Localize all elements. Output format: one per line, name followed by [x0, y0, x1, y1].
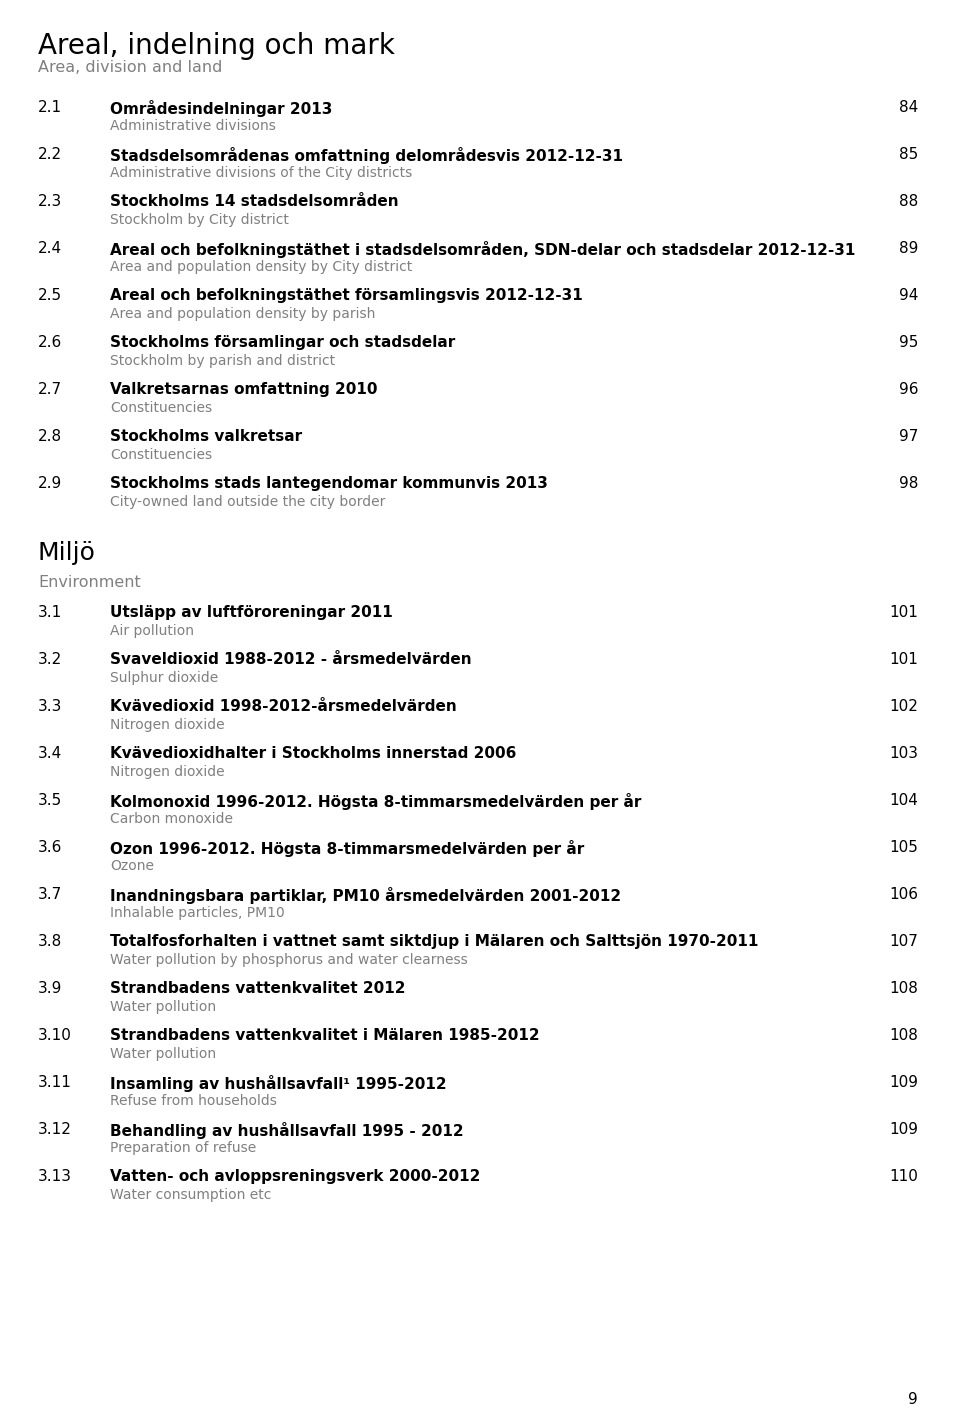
Text: Refuse from households: Refuse from households — [110, 1094, 276, 1108]
Text: Strandbadens vattenkvalitet i Mälaren 1985-2012: Strandbadens vattenkvalitet i Mälaren 19… — [110, 1029, 540, 1043]
Text: Environment: Environment — [38, 574, 141, 590]
Text: Insamling av hushållsavfall¹ 1995-2012: Insamling av hushållsavfall¹ 1995-2012 — [110, 1075, 446, 1092]
Text: City-owned land outside the city border: City-owned land outside the city border — [110, 495, 385, 509]
Text: 2.3: 2.3 — [38, 194, 62, 209]
Text: Svaveldioxid 1988-2012 - årsmedelvärden: Svaveldioxid 1988-2012 - årsmedelvärden — [110, 652, 471, 666]
Text: 3.4: 3.4 — [38, 746, 62, 761]
Text: 109: 109 — [889, 1122, 918, 1138]
Text: 108: 108 — [889, 1029, 918, 1043]
Text: 98: 98 — [899, 475, 918, 491]
Text: Administrative divisions of the City districts: Administrative divisions of the City dis… — [110, 166, 412, 180]
Text: Sulphur dioxide: Sulphur dioxide — [110, 671, 218, 685]
Text: 3.2: 3.2 — [38, 652, 62, 666]
Text: Water consumption etc: Water consumption etc — [110, 1189, 272, 1201]
Text: 3.9: 3.9 — [38, 981, 62, 996]
Text: Inhalable particles, PM10: Inhalable particles, PM10 — [110, 906, 285, 920]
Text: 101: 101 — [889, 606, 918, 620]
Text: 101: 101 — [889, 652, 918, 666]
Text: Stockholm by City district: Stockholm by City district — [110, 214, 289, 226]
Text: Stockholms 14 stadsdelsområden: Stockholms 14 stadsdelsområden — [110, 194, 398, 209]
Text: Inandningsbara partiklar, PM10 årsmedelvärden 2001-2012: Inandningsbara partiklar, PM10 årsmedelv… — [110, 887, 621, 904]
Text: 3.8: 3.8 — [38, 934, 62, 949]
Text: 3.3: 3.3 — [38, 699, 62, 715]
Text: Constituencies: Constituencies — [110, 449, 212, 463]
Text: 102: 102 — [889, 699, 918, 715]
Text: Nitrogen dioxide: Nitrogen dioxide — [110, 766, 225, 780]
Text: 3.12: 3.12 — [38, 1122, 72, 1138]
Text: 108: 108 — [889, 981, 918, 996]
Text: 2.6: 2.6 — [38, 335, 62, 350]
Text: Areal, indelning och mark: Areal, indelning och mark — [38, 33, 395, 59]
Text: 97: 97 — [899, 429, 918, 444]
Text: Stockholms valkretsar: Stockholms valkretsar — [110, 429, 302, 444]
Text: 106: 106 — [889, 887, 918, 901]
Text: 94: 94 — [899, 289, 918, 303]
Text: 105: 105 — [889, 841, 918, 855]
Text: Ozone: Ozone — [110, 859, 154, 873]
Text: Behandling av hushållsavfall 1995 - 2012: Behandling av hushållsavfall 1995 - 2012 — [110, 1122, 464, 1139]
Text: Stockholms församlingar och stadsdelar: Stockholms församlingar och stadsdelar — [110, 335, 455, 350]
Text: Area and population density by City district: Area and population density by City dist… — [110, 260, 412, 275]
Text: 96: 96 — [899, 382, 918, 398]
Text: 109: 109 — [889, 1075, 918, 1090]
Text: 104: 104 — [889, 792, 918, 808]
Text: 89: 89 — [899, 241, 918, 256]
Text: 107: 107 — [889, 934, 918, 949]
Text: Administrative divisions: Administrative divisions — [110, 119, 276, 133]
Text: 9: 9 — [908, 1392, 918, 1407]
Text: Kvävedioxidhalter i Stockholms innerstad 2006: Kvävedioxidhalter i Stockholms innerstad… — [110, 746, 516, 761]
Text: Ozon 1996-2012. Högsta 8-timmarsmedelvärden per år: Ozon 1996-2012. Högsta 8-timmarsmedelvär… — [110, 841, 585, 857]
Text: Stockholm by parish and district: Stockholm by parish and district — [110, 354, 335, 368]
Text: 3.11: 3.11 — [38, 1075, 72, 1090]
Text: Air pollution: Air pollution — [110, 624, 194, 638]
Text: 2.9: 2.9 — [38, 475, 62, 491]
Text: Areal och befolkningstäthet i stadsdelsområden, SDN-delar och stadsdelar 2012-12: Areal och befolkningstäthet i stadsdelso… — [110, 241, 855, 258]
Text: 3.13: 3.13 — [38, 1169, 72, 1184]
Text: 3.5: 3.5 — [38, 792, 62, 808]
Text: 2.5: 2.5 — [38, 289, 62, 303]
Text: Area and population density by parish: Area and population density by parish — [110, 307, 375, 321]
Text: 85: 85 — [899, 147, 918, 161]
Text: Kvävedioxid 1998-2012-årsmedelvärden: Kvävedioxid 1998-2012-årsmedelvärden — [110, 699, 457, 715]
Text: Preparation of refuse: Preparation of refuse — [110, 1140, 256, 1155]
Text: Nitrogen dioxide: Nitrogen dioxide — [110, 717, 225, 732]
Text: 2.7: 2.7 — [38, 382, 62, 398]
Text: Valkretsarnas omfattning 2010: Valkretsarnas omfattning 2010 — [110, 382, 377, 398]
Text: Strandbadens vattenkvalitet 2012: Strandbadens vattenkvalitet 2012 — [110, 981, 405, 996]
Text: Vatten- och avloppsreningsverk 2000-2012: Vatten- och avloppsreningsverk 2000-2012 — [110, 1169, 480, 1184]
Text: Områdesindelningar 2013: Områdesindelningar 2013 — [110, 100, 332, 117]
Text: Area, division and land: Area, division and land — [38, 59, 223, 75]
Text: Stadsdelsområdenas omfattning delområdesvis 2012-12-31: Stadsdelsområdenas omfattning delområdes… — [110, 147, 623, 164]
Text: 88: 88 — [899, 194, 918, 209]
Text: 3.6: 3.6 — [38, 841, 62, 855]
Text: 2.2: 2.2 — [38, 147, 62, 161]
Text: Kolmonoxid 1996-2012. Högsta 8-timmarsmedelvärden per år: Kolmonoxid 1996-2012. Högsta 8-timmarsme… — [110, 792, 641, 809]
Text: Areal och befolkningstäthet församlingsvis 2012-12-31: Areal och befolkningstäthet församlingsv… — [110, 289, 583, 303]
Text: 110: 110 — [889, 1169, 918, 1184]
Text: Constituencies: Constituencies — [110, 400, 212, 415]
Text: 2.8: 2.8 — [38, 429, 62, 444]
Text: 103: 103 — [889, 746, 918, 761]
Text: Miljö: Miljö — [38, 541, 96, 565]
Text: Utsläpp av luftföroreningar 2011: Utsläpp av luftföroreningar 2011 — [110, 606, 393, 620]
Text: 2.1: 2.1 — [38, 100, 62, 115]
Text: 2.4: 2.4 — [38, 241, 62, 256]
Text: 3.1: 3.1 — [38, 606, 62, 620]
Text: 3.7: 3.7 — [38, 887, 62, 901]
Text: Carbon monoxide: Carbon monoxide — [110, 812, 233, 826]
Text: 3.10: 3.10 — [38, 1029, 72, 1043]
Text: Water pollution: Water pollution — [110, 1047, 216, 1061]
Text: Water pollution by phosphorus and water clearness: Water pollution by phosphorus and water … — [110, 952, 468, 966]
Text: Water pollution: Water pollution — [110, 1000, 216, 1015]
Text: Stockholms stads lantegendomar kommunvis 2013: Stockholms stads lantegendomar kommunvis… — [110, 475, 548, 491]
Text: 95: 95 — [899, 335, 918, 350]
Text: 84: 84 — [899, 100, 918, 115]
Text: Totalfosforhalten i vattnet samt siktdjup i Mälaren och Salttsjön 1970-2011: Totalfosforhalten i vattnet samt siktdju… — [110, 934, 758, 949]
